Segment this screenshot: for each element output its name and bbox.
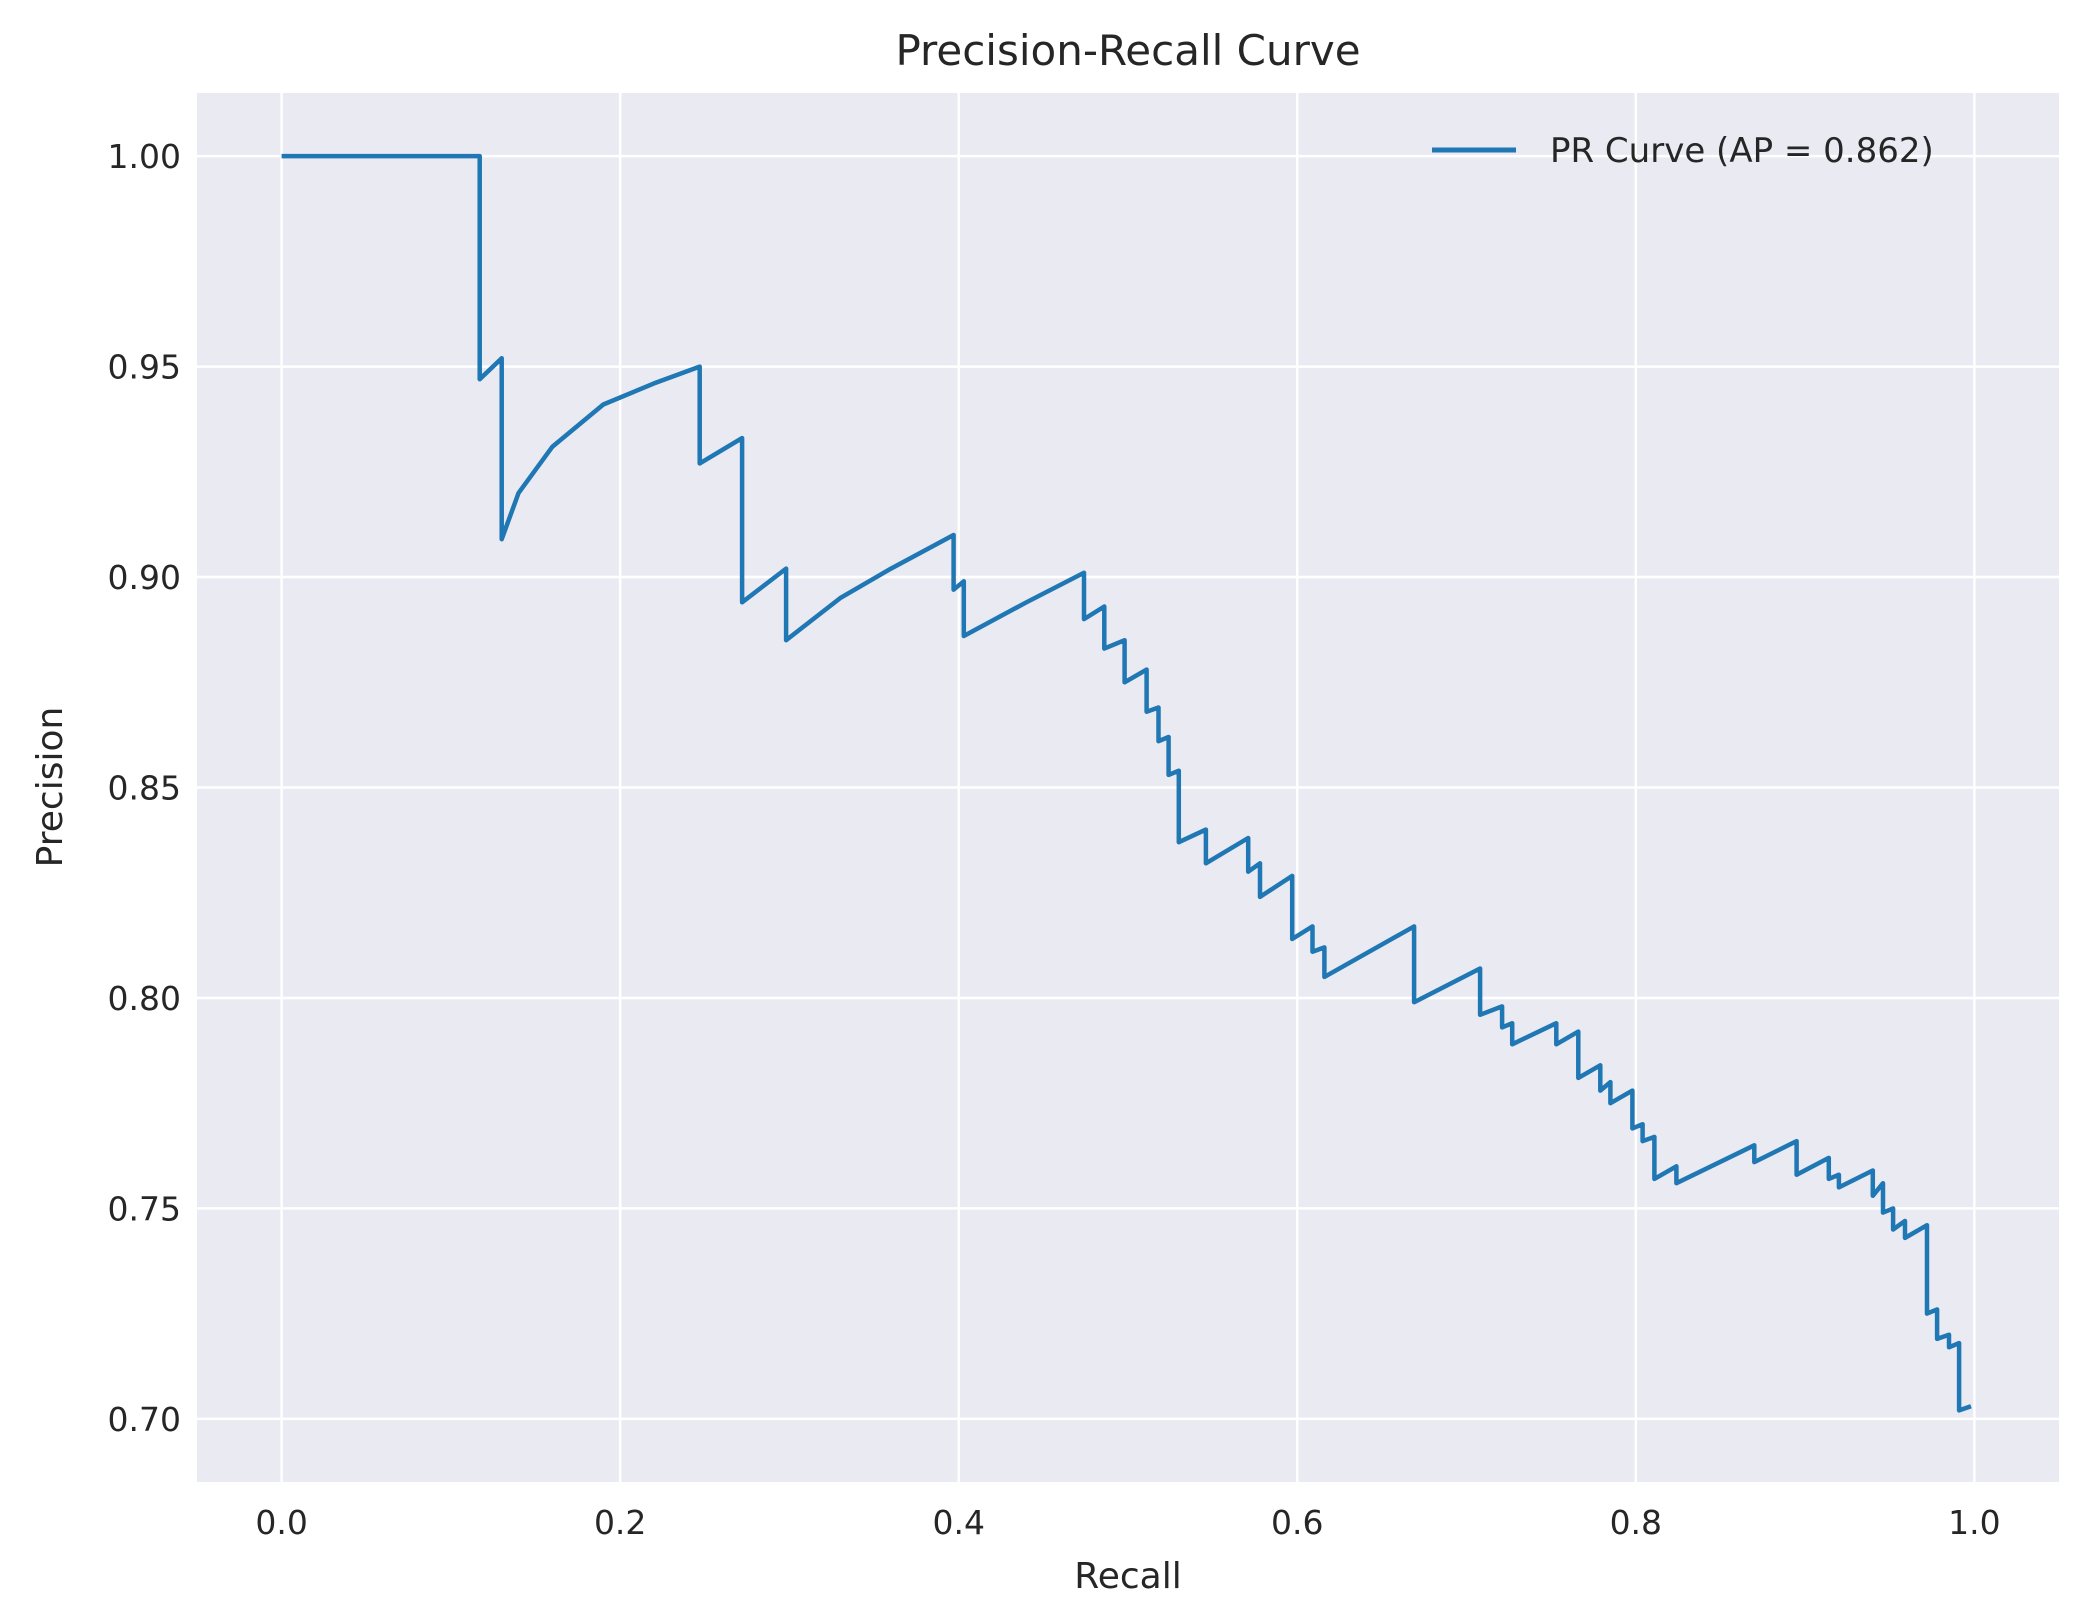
pr-curve-line — [281, 153, 1972, 1413]
series-layer — [281, 153, 1972, 1413]
y-tick-label: 0.75 — [108, 1189, 181, 1228]
y-tick-label: 0.95 — [108, 348, 181, 387]
x-tick-label: 0.0 — [255, 1503, 307, 1542]
y-tick-label: 1.00 — [108, 137, 181, 176]
chart-title: Precision-Recall Curve — [895, 26, 1360, 75]
y-tick-labels: 0.70 0.75 0.80 0.85 0.90 0.95 1.00 — [108, 137, 181, 1439]
legend: PR Curve (AP = 0.862) — [1432, 131, 1934, 171]
x-tick-label: 0.2 — [594, 1503, 646, 1542]
legend-label: PR Curve (AP = 0.862) — [1550, 131, 1934, 171]
grid-lines — [197, 93, 2059, 1482]
x-tick-label: 0.8 — [1610, 1503, 1662, 1542]
x-tick-label: 0.4 — [932, 1503, 984, 1542]
y-tick-label: 0.85 — [108, 769, 181, 808]
x-tick-labels: 0.0 0.2 0.4 0.6 0.8 1.0 — [255, 1503, 2000, 1542]
y-axis-label: Precision — [30, 707, 71, 868]
x-tick-label: 1.0 — [1948, 1503, 2000, 1542]
y-tick-label: 0.90 — [108, 558, 181, 597]
y-tick-label: 0.70 — [108, 1400, 181, 1439]
y-tick-label: 0.80 — [108, 979, 181, 1018]
x-axis-label: Recall — [1074, 1556, 1181, 1597]
x-tick-label: 0.6 — [1271, 1503, 1323, 1542]
